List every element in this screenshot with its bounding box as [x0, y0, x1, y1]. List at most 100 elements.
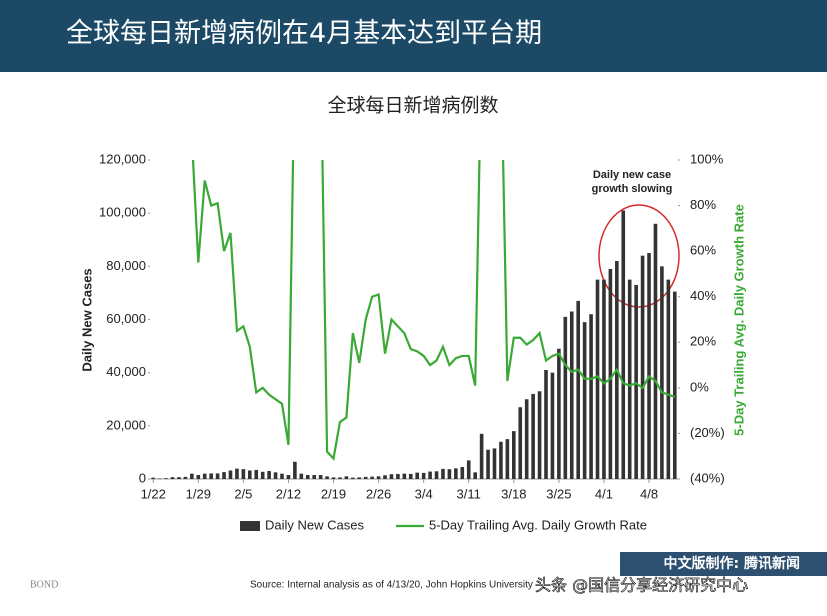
bar	[157, 478, 162, 479]
bar	[248, 470, 252, 479]
bar	[260, 471, 265, 479]
bar	[608, 268, 613, 479]
chart-title: 全球每日新增病例数	[327, 95, 498, 117]
credit-bar	[620, 552, 827, 576]
x-tick-label: 2/19	[321, 486, 346, 501]
bar	[518, 407, 523, 479]
bar	[531, 393, 535, 479]
bar	[486, 449, 490, 479]
bar	[396, 473, 400, 479]
bar	[318, 475, 323, 479]
bar	[595, 279, 600, 479]
bar	[621, 210, 626, 479]
x-tick-label: 3/11	[457, 486, 481, 501]
x-tick-label: 1/29	[186, 486, 211, 501]
x-tick-label: 4/8	[640, 486, 658, 501]
x-tick-label: 3/18	[501, 486, 526, 501]
bar	[235, 468, 239, 479]
bar	[305, 475, 310, 479]
source: Source: Internal analysis as of 4/13/20,…	[250, 580, 533, 591]
x-tick-label: 1/22	[141, 486, 166, 501]
bar	[389, 474, 394, 479]
bar	[473, 472, 477, 479]
bar	[640, 255, 645, 479]
plot-area	[151, 160, 677, 479]
y-tick-label: 80,000	[106, 258, 146, 273]
y-tick-label: 120,000	[99, 151, 146, 166]
bar	[370, 476, 374, 479]
y-tick-label: 20,000	[106, 417, 146, 432]
credit: 中文版制作: 腾讯新闻	[664, 555, 800, 572]
bar	[537, 391, 542, 479]
bar	[196, 475, 201, 479]
bar	[151, 477, 156, 479]
watermark: 头条 @国信分享经济研究中心	[535, 576, 748, 595]
y-tick-label: 40,000	[106, 364, 146, 379]
bar	[299, 473, 304, 479]
bar	[557, 348, 561, 479]
bar	[499, 441, 503, 479]
bar	[647, 253, 651, 479]
bar	[428, 471, 432, 479]
legend-label: Daily New Cases	[265, 517, 364, 532]
bar	[164, 478, 168, 479]
highlight-ellipse	[598, 204, 680, 308]
bar	[460, 467, 465, 479]
y-tick-label: 0	[139, 470, 146, 485]
annotation: Daily new case	[593, 169, 671, 181]
bar	[363, 476, 368, 479]
x-tick-label: 3/25	[546, 486, 571, 501]
bar	[505, 439, 510, 479]
header-title: 全球每日新增病例在4月基本达到平台期	[0, 0, 827, 72]
bar	[441, 468, 445, 479]
annotation: growth slowing	[592, 183, 673, 195]
bar	[602, 279, 606, 479]
bar	[563, 316, 568, 479]
bar	[402, 473, 407, 479]
bar	[202, 473, 207, 479]
bar	[325, 476, 329, 479]
bar	[357, 477, 362, 479]
bar	[634, 284, 638, 479]
bar	[228, 470, 233, 479]
bar	[383, 475, 387, 479]
bar	[524, 399, 529, 479]
bar	[280, 473, 284, 479]
bar	[544, 370, 548, 479]
legend-swatch	[240, 521, 260, 531]
bar	[190, 473, 194, 479]
chart: 全球每日新增病例数 Daily New Cases 5-Day Trailing…	[30, 95, 827, 595]
bar	[312, 475, 316, 479]
bar	[286, 475, 291, 479]
bar	[170, 477, 175, 479]
y2-tick-label: (20%)	[690, 425, 725, 440]
y2-tick-label: 20%	[690, 334, 716, 349]
bar	[479, 433, 484, 479]
bar	[653, 223, 658, 479]
y2-tick-label: 40%	[690, 288, 716, 303]
bar	[672, 291, 677, 479]
bar	[569, 311, 574, 479]
legend-label: 5-Day Trailing Avg. Daily Growth Rate	[429, 517, 647, 532]
bar	[492, 448, 497, 479]
bar	[376, 476, 381, 479]
y2-tick-label: 100%	[690, 151, 724, 166]
bar	[415, 472, 420, 479]
bar	[338, 477, 342, 479]
bar	[550, 372, 555, 479]
bar	[512, 431, 516, 479]
x-tick-label: 2/5	[234, 486, 252, 501]
bar	[351, 477, 355, 479]
y-axis-label: Daily New Cases	[79, 268, 94, 371]
x-tick-label: 2/26	[366, 486, 391, 501]
bar	[576, 300, 580, 479]
bar	[660, 266, 664, 479]
bar	[222, 472, 226, 479]
y2-tick-label: (40%)	[690, 470, 725, 485]
bar	[215, 473, 220, 479]
bar	[293, 461, 297, 479]
bar	[331, 477, 336, 479]
bar	[589, 314, 593, 479]
bar	[177, 477, 181, 479]
